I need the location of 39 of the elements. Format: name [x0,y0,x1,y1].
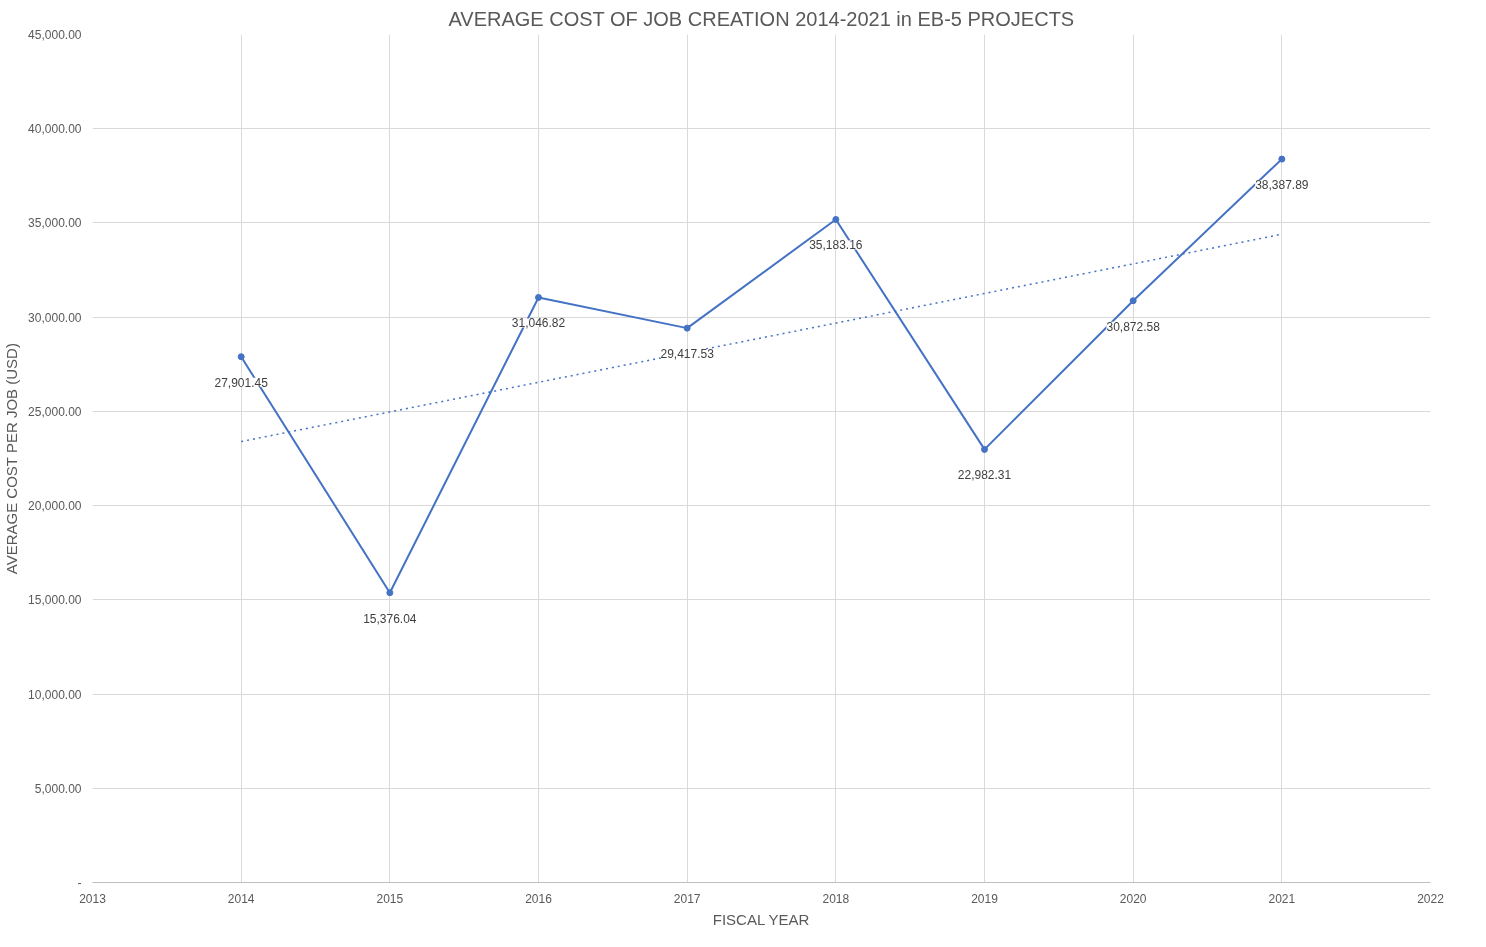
point [535,293,542,301]
y-tick-label: 45,000.00 [28,28,82,42]
data-label: 15,376.04 [363,611,417,626]
y-tick-label: 10,000.00 [28,687,82,702]
data-label: 31,046.82 [511,316,566,331]
y-tick-label: 35,000.00 [28,216,82,231]
x-tick-label: 2014 [227,891,255,906]
x-tick-label: 2015 [376,891,404,906]
data-label: 30,872.58 [1106,319,1161,334]
y-tick-label: 40,000.00 [28,122,82,137]
y-tick-label: 5,000.00 [34,781,82,796]
y-tick-label: 30,000.00 [28,310,82,325]
data-label: 22,982.31 [957,468,1012,483]
point [237,353,245,361]
point [1278,155,1286,163]
x-tick-label: 2016 [525,891,553,906]
y-tick-label: 25,000.00 [28,404,82,419]
y-tick-label: 20,000.00 [28,499,82,514]
x-axis-title: FISCAL YEAR [712,910,810,928]
point [683,324,691,332]
x-tick-label: 2018 [822,891,850,906]
point [386,589,394,597]
data-label: 35,183.16 [809,238,863,253]
chart-title: AVERAGE COST OF JOB CREATION 2014-2021 in EB-5 PROJECTS [448,7,1075,30]
x-tick-label: 2021 [1268,891,1296,906]
x-tick-label: 2019 [971,891,999,906]
data-label: 38,387.89 [1255,178,1309,193]
y-tick-label: - [77,876,82,890]
point [832,216,840,223]
data-label: 27,901.45 [214,375,269,390]
point [1129,297,1137,305]
x-tick-label: 2020 [1119,891,1147,906]
x-tick-label: 2017 [673,891,701,906]
x-tick-label: 2022 [1417,891,1445,906]
y-tick-label: 15,000.00 [28,593,82,608]
data-label: 29,417.53 [660,347,715,362]
point [981,445,988,453]
y-axis-title: AVERAGE COST PER JOB (USD) [3,343,21,575]
x-tick-label: 2013 [79,891,107,906]
